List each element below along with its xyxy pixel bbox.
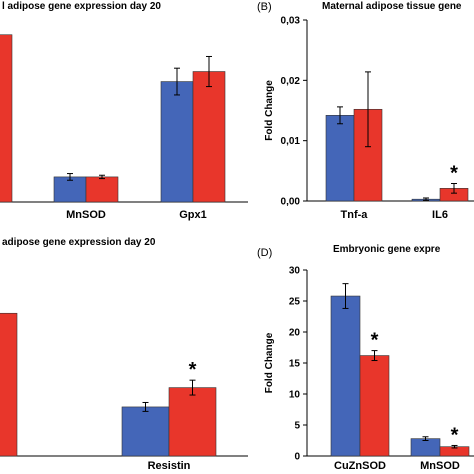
y-tick-label: 0,03 — [281, 16, 301, 27]
y-tick-label: 0,02 — [281, 76, 301, 87]
chart-panel-2: Maternal adipose tissue gene (B) 0,00 0,01 0… — [257, 1, 474, 221]
y-tick-label: 10 — [289, 390, 301, 401]
bar-series-1 — [121, 406, 170, 457]
category-label: CuZnSOD — [334, 460, 386, 472]
category-label: MnSOD — [66, 209, 106, 221]
chart-panel-3: adipose gene expression day 20onectinRes… — [0, 237, 248, 472]
y-axis-label: Fold Change — [264, 80, 275, 141]
category-label: Gpx1 — [179, 209, 207, 221]
y-tick-label: 30 — [289, 266, 301, 277]
category-label: MnSOD — [420, 460, 460, 472]
y-tick-label: 15 — [289, 359, 301, 370]
category-label: Resistin — [148, 460, 191, 472]
chart-panel-4: Embryonic gene expre (D) 0 5 10 15 20 25 30 Fold … — [257, 244, 474, 472]
chart-title: Embryonic gene expre — [333, 244, 441, 255]
y-tick-label: 0,01 — [281, 136, 301, 147]
bar-series-2 — [359, 355, 390, 457]
category-label: Tnf-a — [341, 209, 369, 221]
y-tick-label: 5 — [294, 421, 300, 432]
significance-asterisk: * — [371, 330, 379, 352]
chart-title: Maternal adipose tissue gene — [322, 1, 462, 12]
bar-series-2 — [0, 312, 18, 457]
chart-title: l adipose gene expression day 20 — [2, 1, 161, 12]
bar-series-1 — [160, 81, 194, 203]
bar-series-1 — [410, 438, 441, 457]
panel-label: (D) — [257, 247, 272, 259]
chart-title: adipose gene expression day 20 — [2, 237, 156, 248]
bar-series-1 — [330, 295, 361, 457]
bar-series-2 — [85, 176, 119, 203]
y-tick-label: 0,00 — [281, 197, 301, 208]
bar-series-2 — [192, 71, 226, 203]
bar-series-2 — [0, 34, 13, 203]
category-label: IL6 — [432, 209, 448, 221]
chart-panel-1: l adipose gene expression day 20,MnSODGp… — [0, 1, 248, 221]
y-tick-label: 25 — [289, 297, 301, 308]
panel-label: (B) — [257, 1, 272, 13]
significance-asterisk: * — [189, 359, 197, 381]
bar-series-2 — [168, 387, 217, 457]
significance-asterisk: * — [451, 424, 459, 446]
significance-asterisk: * — [450, 163, 458, 185]
y-axis-label: Fold Change — [264, 332, 275, 393]
y-tick-label: 20 — [289, 328, 301, 339]
y-tick-label: 0 — [294, 452, 300, 463]
bar-series-1 — [325, 115, 355, 202]
